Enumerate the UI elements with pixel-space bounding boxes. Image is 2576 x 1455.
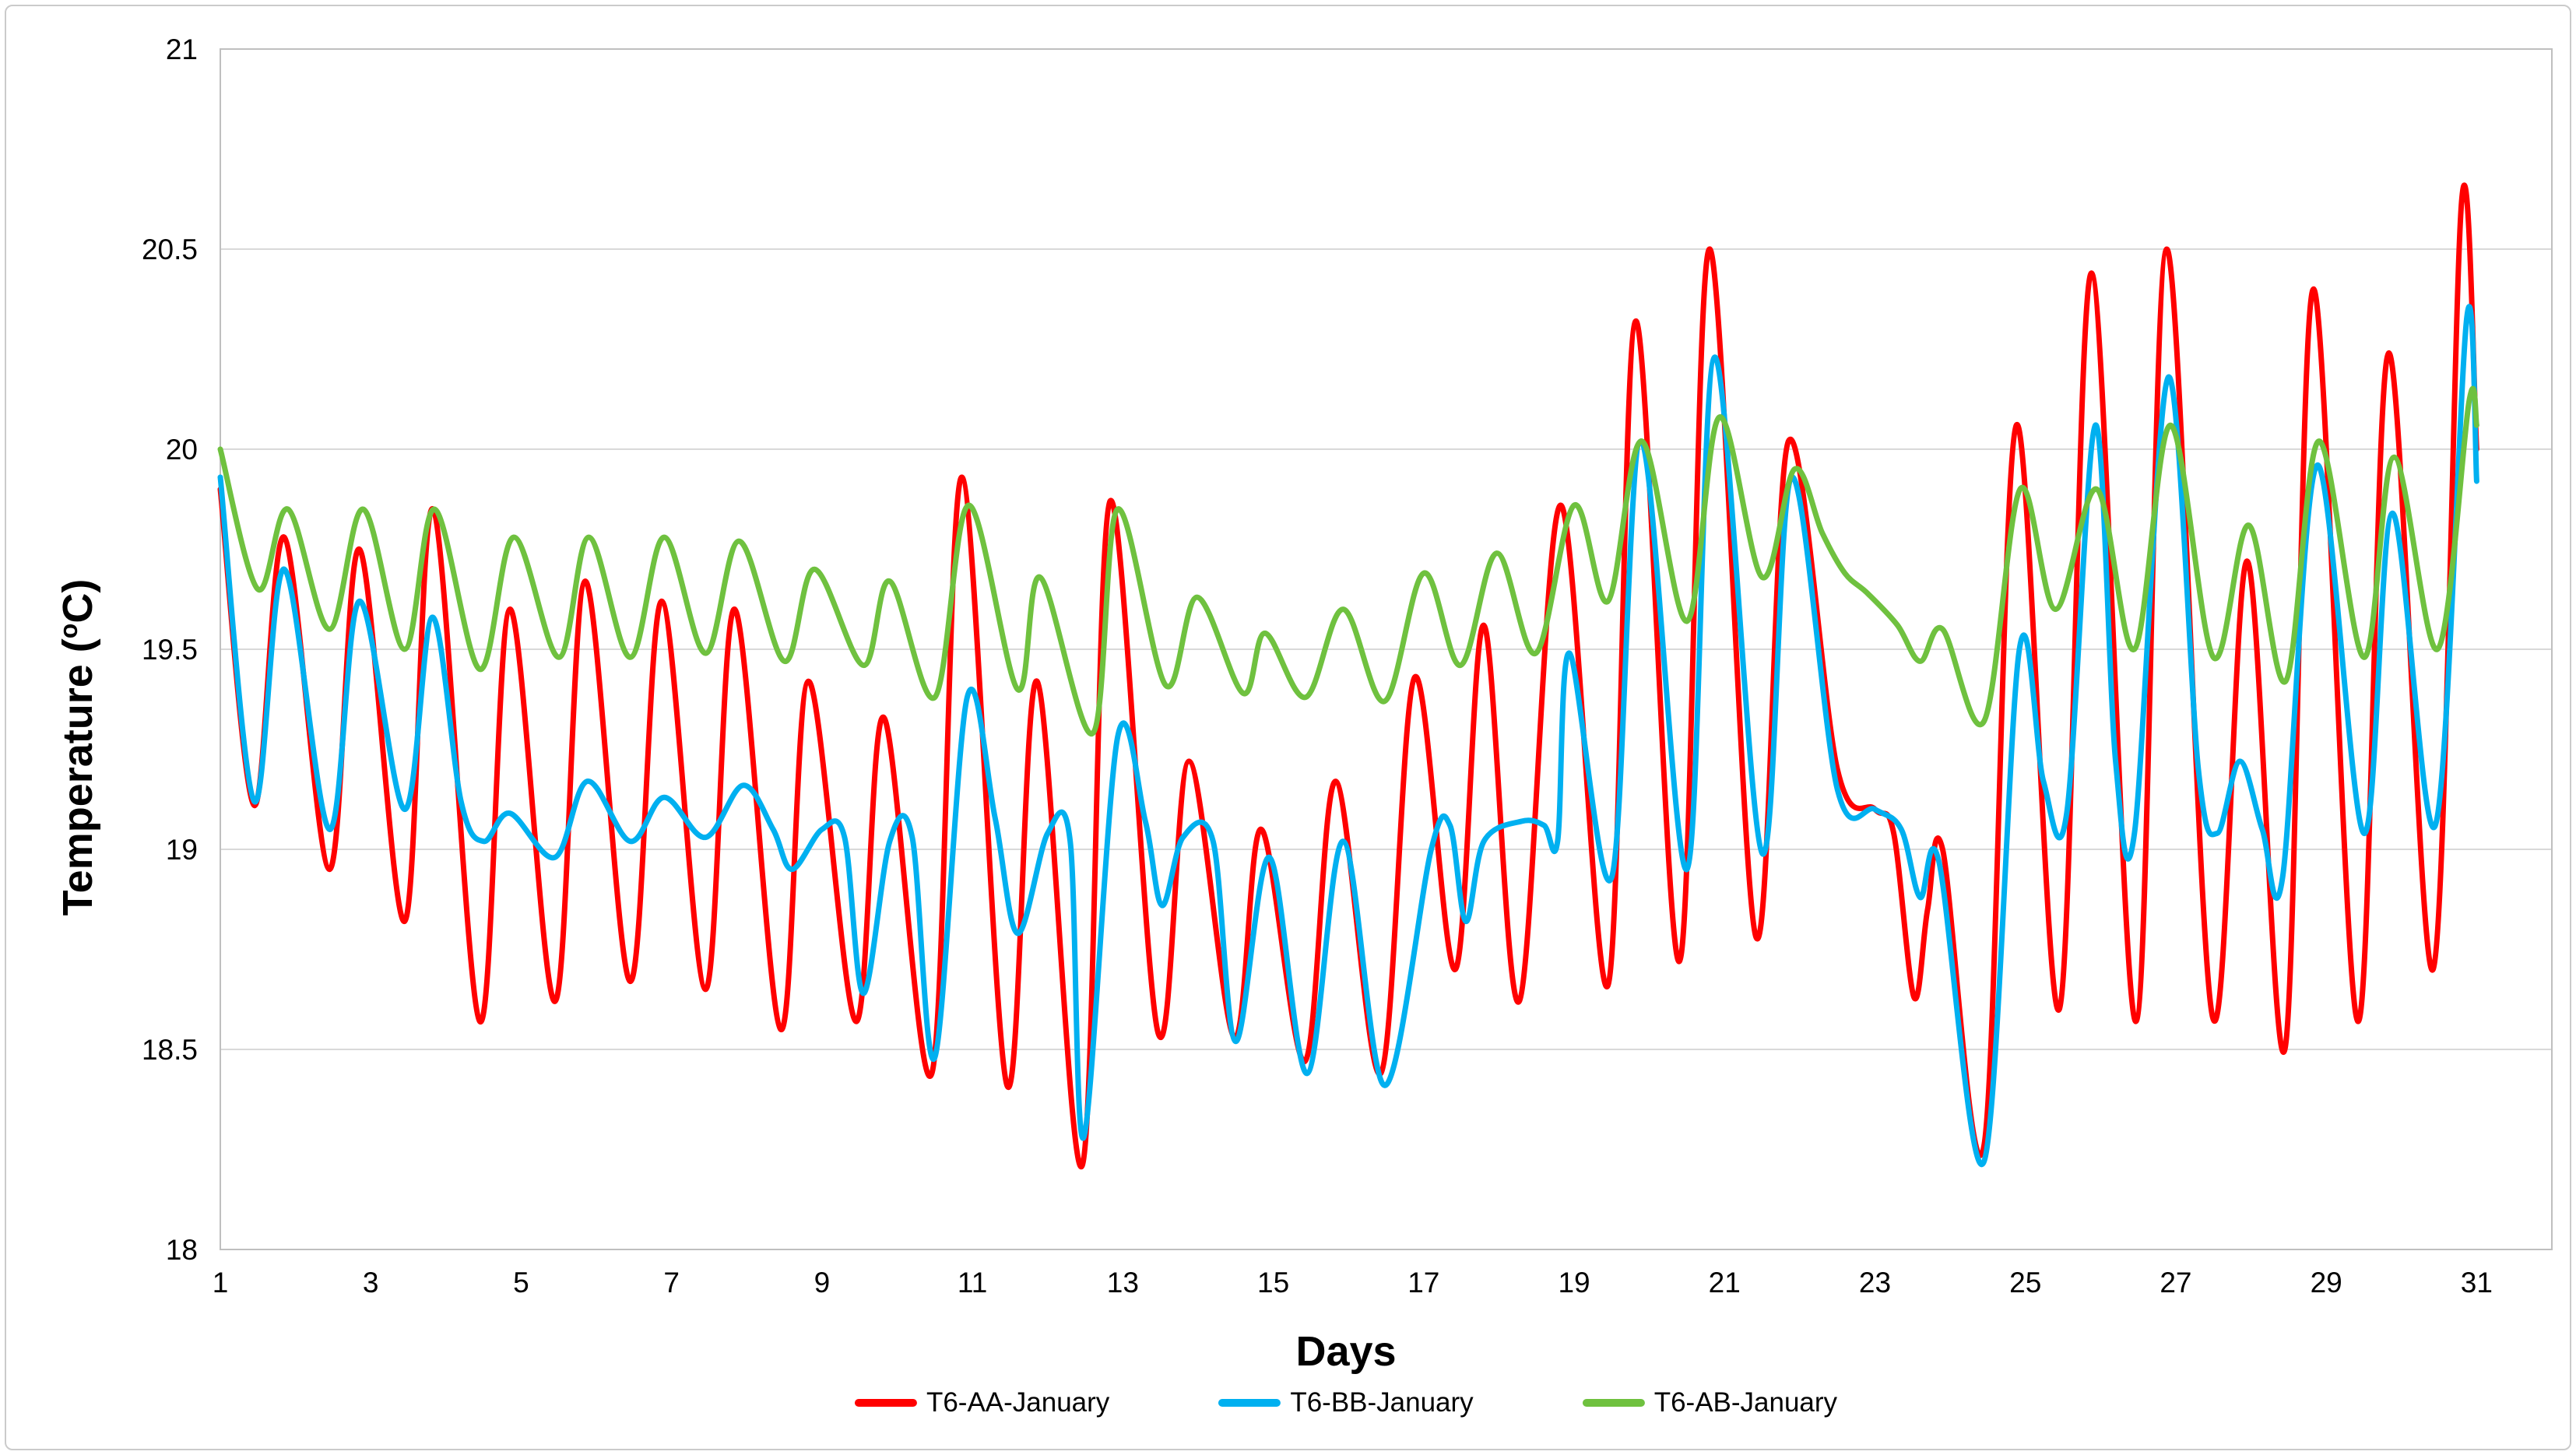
- series-line-t6-ab-january: [217, 385, 2479, 736]
- y-tick-label: 18.5: [142, 1034, 198, 1066]
- x-tick-label: 19: [1558, 1267, 1590, 1299]
- y-tick-label: 20.5: [142, 234, 198, 265]
- legend-label: T6-AB-January: [1653, 1387, 1838, 1418]
- legend-line-swatch: [854, 1399, 917, 1407]
- y-axis-title-superscript: o: [54, 623, 83, 639]
- y-tick-label: 21: [166, 33, 198, 65]
- x-axis-title: Days: [1295, 1328, 1397, 1375]
- legend-item-t6-aa-january: T6-AA-January: [854, 1387, 1110, 1418]
- x-tick-label: 17: [1407, 1267, 1439, 1299]
- y-tick-label: 18: [166, 1234, 198, 1266]
- chart-legend: T6-AA-January T6-BB-January T6-AB-January: [854, 1387, 1838, 1418]
- y-axis-title-suffix: C): [54, 578, 101, 624]
- x-tick-label: 31: [2461, 1267, 2493, 1299]
- legend-item-t6-ab-january: T6-AB-January: [1582, 1387, 1838, 1418]
- plot-border: [220, 48, 2553, 1250]
- series-line-t6-aa-january: [217, 182, 2479, 1170]
- x-tick-label: 1: [213, 1267, 229, 1299]
- x-tick-label: 21: [1709, 1267, 1741, 1299]
- y-axis-title-prefix: Temperature (: [54, 638, 101, 916]
- legend-line-swatch: [1218, 1399, 1281, 1407]
- y-tick-label: 20: [166, 434, 198, 466]
- y-tick-label: 19.5: [142, 634, 198, 666]
- x-tick-label: 15: [1257, 1267, 1289, 1299]
- x-tick-label: 3: [363, 1267, 379, 1299]
- x-tick-label: 5: [513, 1267, 529, 1299]
- x-tick-label: 29: [2311, 1267, 2342, 1299]
- legend-item-t6-bb-january: T6-BB-January: [1218, 1387, 1474, 1418]
- x-tick-label: 27: [2160, 1267, 2191, 1299]
- y-tick-label: 19: [166, 834, 198, 866]
- x-tick-label: 23: [1859, 1267, 1891, 1299]
- y-axis-title: Temperature (oC): [54, 579, 102, 916]
- legend-label: T6-AA-January: [926, 1387, 1110, 1418]
- x-tick-label: 11: [958, 1267, 987, 1299]
- x-tick-label: 7: [663, 1267, 680, 1299]
- x-tick-label: 13: [1107, 1267, 1139, 1299]
- x-tick-label: 25: [2009, 1267, 2041, 1299]
- legend-line-swatch: [1582, 1399, 1645, 1407]
- series-line-t6-bb-january: [217, 304, 2479, 1168]
- legend-label: T6-BB-January: [1290, 1387, 1474, 1418]
- x-tick-label: 9: [814, 1267, 831, 1299]
